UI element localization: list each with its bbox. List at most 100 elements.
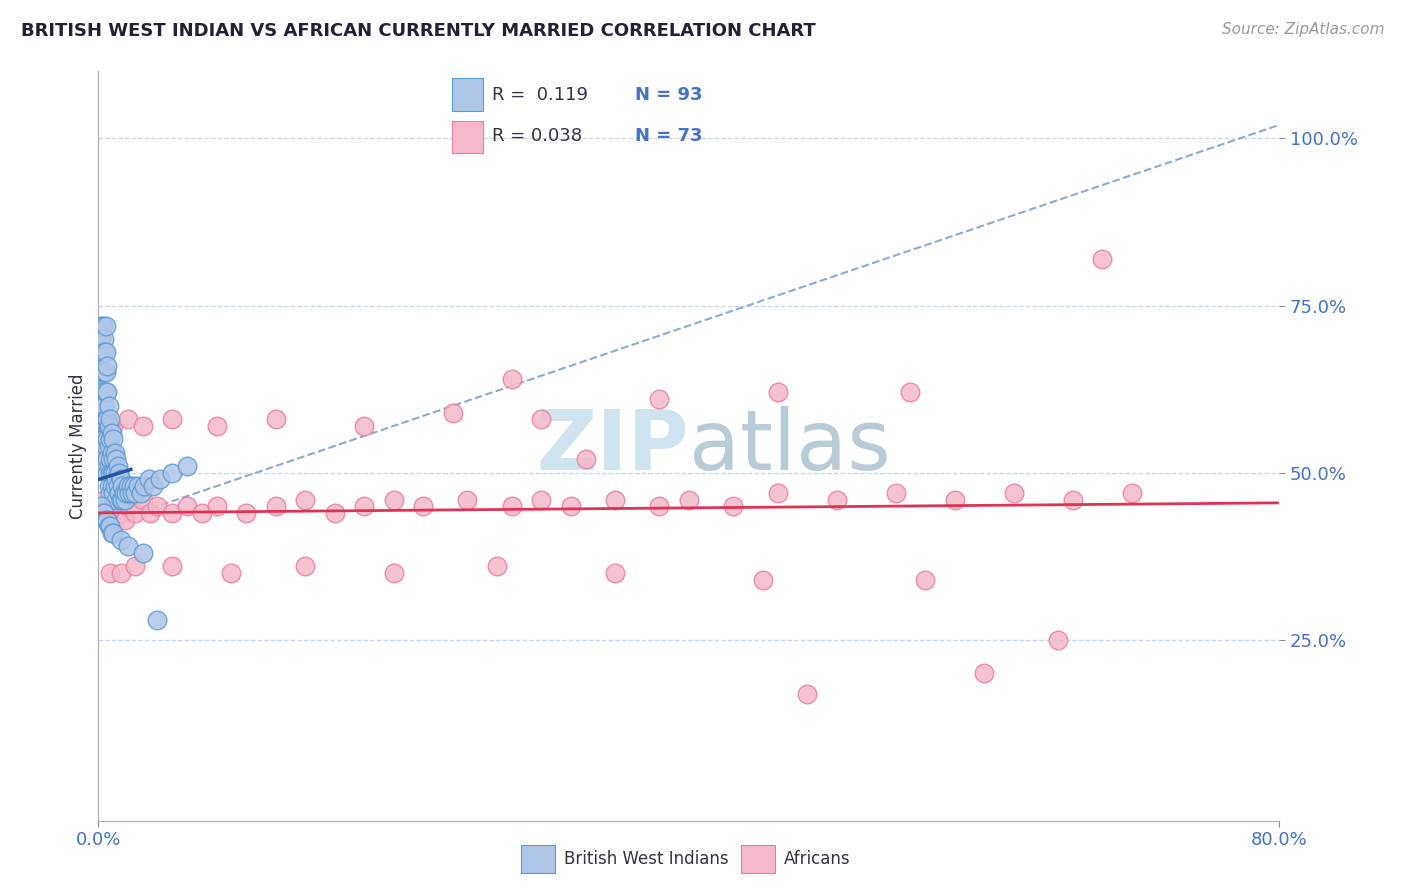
Point [91,345,114,359]
Point [93,332,115,346]
Point [98,566,121,581]
Point [457,492,479,507]
Point [93,506,115,520]
Point [104,446,127,460]
Point [884,486,907,500]
Point [97,519,120,533]
Point [162,412,183,426]
Point [111,492,134,507]
Point [648,500,671,514]
Point [221,566,243,581]
Point [115,486,138,500]
Point [127,479,149,493]
Point [94,513,117,527]
Bar [522,845,555,872]
Point [100,500,122,514]
Point [93,492,115,507]
Point [107,459,129,474]
Point [96,359,118,373]
Point [90,399,112,413]
Point [97,419,120,434]
Bar [453,78,484,111]
Point [486,559,509,574]
Point [91,385,114,400]
Point [97,479,120,493]
Point [117,479,139,493]
Point [90,366,112,380]
Point [96,412,118,426]
Point [162,559,183,574]
Point [110,473,132,487]
Point [103,466,125,480]
Point [93,366,115,380]
Point [96,466,118,480]
Point [382,566,405,581]
Point [104,513,127,527]
Point [105,473,128,487]
Point [766,486,789,500]
Point [100,479,122,493]
Text: Source: ZipAtlas.com: Source: ZipAtlas.com [1222,22,1385,37]
Point [103,486,125,500]
Point [114,492,136,507]
Point [111,479,134,493]
Point [105,500,128,514]
Point [943,492,966,507]
Point [112,486,135,500]
Point [766,385,789,400]
Point [98,486,121,500]
Point [91,433,114,447]
Point [94,366,117,380]
Point [94,318,117,333]
Point [98,519,121,533]
Point [1062,492,1084,507]
Point [103,506,125,520]
Point [132,492,155,507]
Point [90,332,112,346]
Point [97,506,120,520]
Point [723,500,745,514]
Point [91,366,114,380]
Point [91,412,114,426]
Point [124,486,146,500]
Point [100,446,122,460]
Point [98,513,121,527]
Point [114,513,136,527]
Point [96,513,118,527]
Point [91,500,114,514]
Point [91,506,114,520]
Point [103,433,125,447]
Point [94,506,117,520]
Text: R = 0.038: R = 0.038 [492,128,582,145]
Text: Africans: Africans [785,849,851,868]
Point [575,452,598,467]
Text: British West Indians: British West Indians [564,849,728,868]
Point [89,385,111,400]
Point [678,492,700,507]
Point [110,533,132,547]
Point [142,479,165,493]
Point [94,385,117,400]
Point [89,412,111,426]
Point [98,433,121,447]
Bar [453,121,484,153]
Point [501,500,523,514]
Point [176,500,198,514]
Text: ZIP: ZIP [537,406,689,486]
Point [94,412,117,426]
Point [294,559,316,574]
Point [121,486,143,500]
Point [110,492,132,507]
Point [100,466,122,480]
Text: BRITISH WEST INDIAN VS AFRICAN CURRENTLY MARRIED CORRELATION CHART: BRITISH WEST INDIAN VS AFRICAN CURRENTLY… [21,22,815,40]
Point [146,613,169,627]
Point [1091,252,1114,266]
Point [605,566,627,581]
Point [89,345,111,359]
Point [98,452,121,467]
Point [103,526,125,541]
Point [98,412,121,426]
Point [98,466,121,480]
Point [323,506,346,520]
Text: N = 93: N = 93 [634,86,702,103]
